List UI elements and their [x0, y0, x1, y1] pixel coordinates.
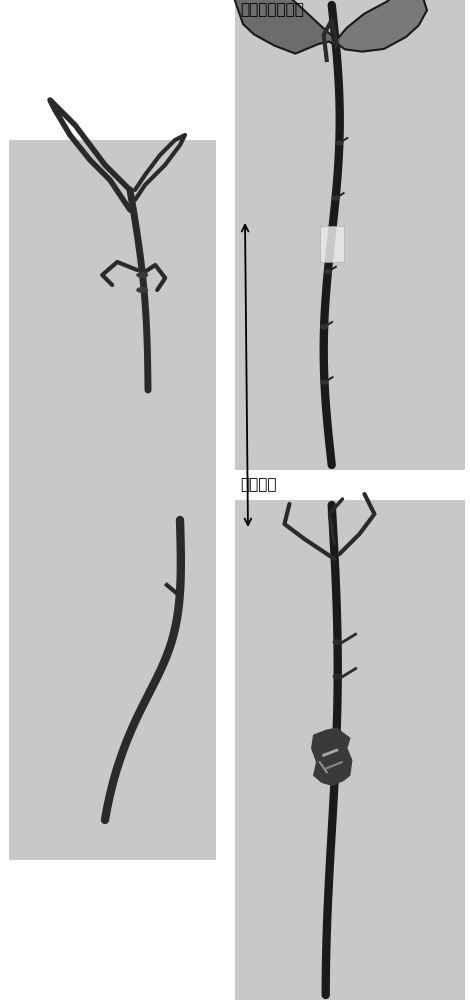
Ellipse shape — [320, 324, 328, 330]
Bar — [320, 226, 344, 262]
Text: 透明硅胶管绑缚: 透明硅胶管绑缚 — [240, 2, 304, 17]
Ellipse shape — [331, 196, 340, 201]
Ellipse shape — [324, 269, 332, 274]
Polygon shape — [235, 0, 335, 54]
Ellipse shape — [333, 674, 343, 680]
Text: 锡纸绑缚: 锡纸绑缚 — [240, 477, 276, 492]
Bar — [9, 140, 216, 860]
Polygon shape — [335, 0, 427, 52]
Ellipse shape — [136, 272, 148, 278]
Ellipse shape — [333, 639, 343, 645]
Bar — [235, 0, 465, 470]
Polygon shape — [312, 728, 352, 785]
Bar — [235, 500, 465, 1000]
Ellipse shape — [321, 380, 329, 385]
Ellipse shape — [136, 287, 148, 293]
Ellipse shape — [335, 140, 343, 145]
FancyArrowPatch shape — [242, 225, 251, 525]
